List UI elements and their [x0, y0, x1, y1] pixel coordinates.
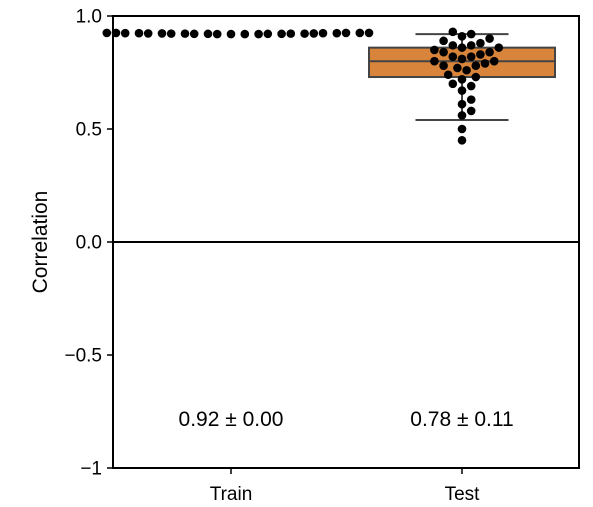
train-point	[157, 29, 167, 38]
test-point	[494, 43, 504, 52]
plot-area: 1.0 0.5 0.0 −0.5 −1 Train Test 0.92 ± 0.00 0.78 …	[64, 7, 580, 505]
test-point	[457, 74, 467, 84]
train-point	[203, 29, 213, 39]
test-point	[443, 70, 453, 80]
train-point	[134, 28, 144, 38]
test-point	[466, 106, 476, 116]
train-annotation: 0.92 ± 0.00	[179, 408, 284, 431]
test-point	[457, 136, 467, 145]
test-point	[430, 56, 439, 66]
train-point	[189, 29, 199, 39]
test-point	[439, 47, 448, 57]
train-point	[300, 29, 309, 38]
test-point	[457, 124, 467, 134]
test-point	[471, 61, 481, 71]
test-point	[457, 99, 467, 109]
test-point	[485, 34, 494, 43]
train-point	[120, 28, 130, 38]
train-point	[166, 29, 176, 38]
train-point	[355, 28, 365, 38]
x-tick-label: Train	[210, 484, 253, 505]
test-point	[448, 27, 458, 37]
test-point	[430, 45, 439, 55]
test-point	[457, 43, 467, 52]
test-point	[462, 65, 471, 75]
y-tick-label: −1	[80, 459, 102, 480]
test-point	[439, 61, 448, 71]
y-tick-label: −0.5	[64, 346, 102, 367]
test-point	[485, 47, 494, 57]
test-point	[466, 29, 476, 39]
train-point	[341, 28, 351, 38]
train-point	[364, 28, 374, 38]
x-tick-label: Test	[445, 484, 481, 505]
test-point	[457, 54, 467, 64]
test-point	[471, 72, 481, 82]
train-point	[309, 29, 319, 38]
y-tick-label: 0.5	[76, 120, 102, 141]
test-point	[480, 59, 490, 68]
train-point	[332, 28, 342, 38]
y-axis-label: Correlation	[29, 191, 52, 294]
test-point	[448, 79, 458, 89]
test-point	[457, 111, 467, 120]
test-point	[448, 41, 458, 50]
test-point	[476, 38, 485, 48]
train-point	[212, 29, 222, 39]
test-point	[489, 56, 499, 66]
test-point	[466, 81, 476, 91]
train-point	[180, 29, 190, 38]
axes-frame	[112, 15, 580, 469]
test-point	[466, 95, 476, 104]
test-point	[466, 52, 476, 61]
test-point	[457, 86, 467, 95]
train-point	[240, 29, 250, 39]
train-point	[254, 29, 263, 39]
train-point	[318, 28, 328, 38]
test-point	[439, 36, 448, 46]
test-point	[448, 52, 458, 61]
y-tick-label: 1.0	[76, 7, 102, 28]
train-point	[102, 28, 112, 38]
train-point	[143, 29, 153, 38]
train-point	[286, 29, 296, 38]
train-point	[277, 29, 286, 39]
test-point	[453, 63, 462, 73]
test-point	[466, 41, 476, 50]
y-tick-label: 0.0	[76, 233, 102, 254]
train-point	[226, 29, 236, 39]
test-annotation: 0.78 ± 0.11	[410, 408, 513, 431]
test-point	[476, 50, 485, 59]
train-point	[263, 29, 273, 39]
test-point	[457, 32, 467, 41]
